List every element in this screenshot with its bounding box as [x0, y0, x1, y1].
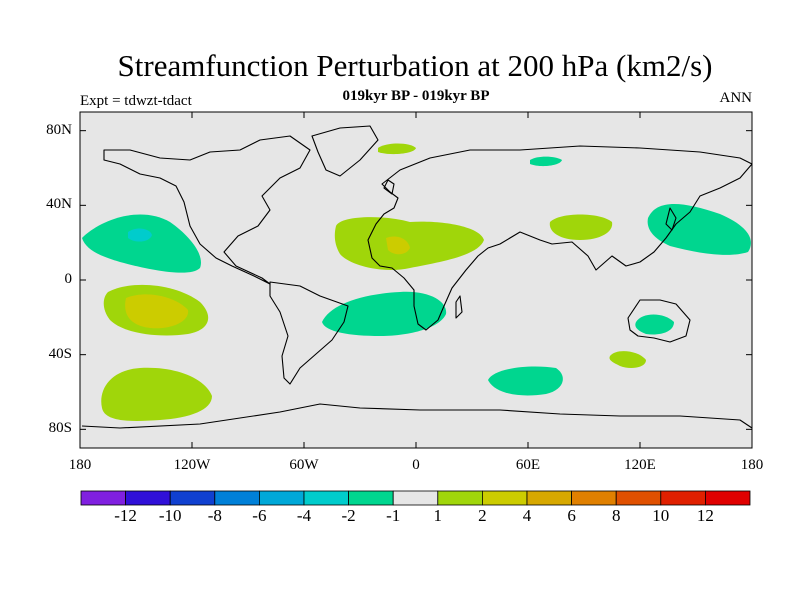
colorbar-label: 10: [652, 506, 670, 525]
lon-label: 60E: [515, 457, 541, 473]
anomaly-spac-pos-core: [125, 294, 189, 329]
colorbar-label: -6: [252, 506, 267, 525]
lat-label: 80N: [46, 121, 72, 138]
coast-north-america: [103, 135, 311, 285]
anomaly-sind-neg: [488, 366, 563, 396]
lat-label: 0: [64, 271, 73, 287]
anomaly-wpac-neg: [647, 203, 751, 255]
colorbar-label: 4: [522, 506, 532, 525]
colorbar-swatch: [303, 490, 349, 506]
anomaly-ind-pos: [549, 214, 613, 240]
coast-eurasia-africa: [367, 145, 753, 331]
colorbar-label: -12: [114, 506, 137, 525]
colorbar-swatch: [348, 490, 394, 506]
colorbar: [80, 490, 751, 506]
anomaly-aus-neg: [635, 314, 674, 335]
lat-label: 40S: [48, 345, 72, 362]
map-frame: [79, 111, 753, 449]
colorbar-label: -1: [386, 506, 401, 525]
colorbar-swatch: [80, 490, 126, 506]
colorbar-label: 8: [611, 506, 621, 525]
coast-south-america: [269, 281, 349, 385]
colorbar-label: -8: [207, 506, 222, 525]
anomaly-fields: [82, 143, 751, 421]
experiment-label: Expt = tdwzt-tdact: [80, 93, 192, 109]
anomaly-sind-pos: [609, 351, 646, 368]
lon-label: 120W: [173, 457, 211, 473]
lat-label: 80S: [48, 420, 72, 437]
anomaly-arctic-pos: [378, 143, 416, 155]
colorbar-label: -10: [158, 506, 182, 525]
colorbar-swatch: [125, 490, 171, 506]
lon-label: 60W: [289, 457, 319, 473]
colorbar-label: -2: [341, 506, 356, 525]
colorbar-swatch: [571, 490, 617, 506]
lat-label: 40N: [46, 196, 72, 213]
colorbar-swatch: [214, 490, 260, 506]
colorbar-swatch: [526, 490, 572, 506]
lon-label: 180: [68, 457, 92, 473]
coast-greenland: [311, 125, 379, 177]
colorbar-swatch: [481, 490, 528, 506]
anomaly-satl-neg: [322, 291, 447, 336]
colorbar-label: 1: [433, 506, 443, 525]
colorbar-label: 12: [696, 506, 714, 525]
anomaly-arctic-neg: [530, 156, 562, 167]
colorbar-swatch: [258, 490, 305, 506]
colorbar-swatch: [169, 490, 216, 506]
colorbar-label: 6: [567, 506, 576, 525]
colorbar-label: -4: [296, 506, 312, 525]
coast-japan: [665, 207, 677, 231]
colorbar-swatch: [660, 490, 706, 506]
chart-title: Streamfunction Perturbation at 200 hPa (…: [117, 48, 713, 83]
coast-madagascar: [455, 295, 463, 319]
coastlines: [81, 125, 753, 429]
colorbar-swatch: [392, 490, 439, 506]
coast-australia: [627, 299, 691, 343]
anomaly-shlat-pos: [101, 367, 212, 421]
coast-uk: [383, 179, 395, 195]
chart-subtitle: 019kyr BP - 019kyr BP: [342, 88, 490, 104]
colorbar-label: 2: [478, 506, 487, 525]
season-label: ANN: [719, 90, 753, 106]
colorbar-swatch: [705, 490, 751, 506]
lon-label: 180: [740, 457, 764, 473]
lon-label: 120E: [624, 457, 656, 473]
anomaly-npac-neg: [82, 214, 201, 273]
coast-antarctica: [81, 403, 753, 429]
anomaly-atl-pos-core: [386, 236, 410, 255]
colorbar-swatch: [437, 490, 483, 506]
anomaly-npac-neg-core: [128, 228, 152, 242]
colorbar-swatch: [615, 490, 662, 506]
lon-label: 0: [412, 457, 420, 473]
